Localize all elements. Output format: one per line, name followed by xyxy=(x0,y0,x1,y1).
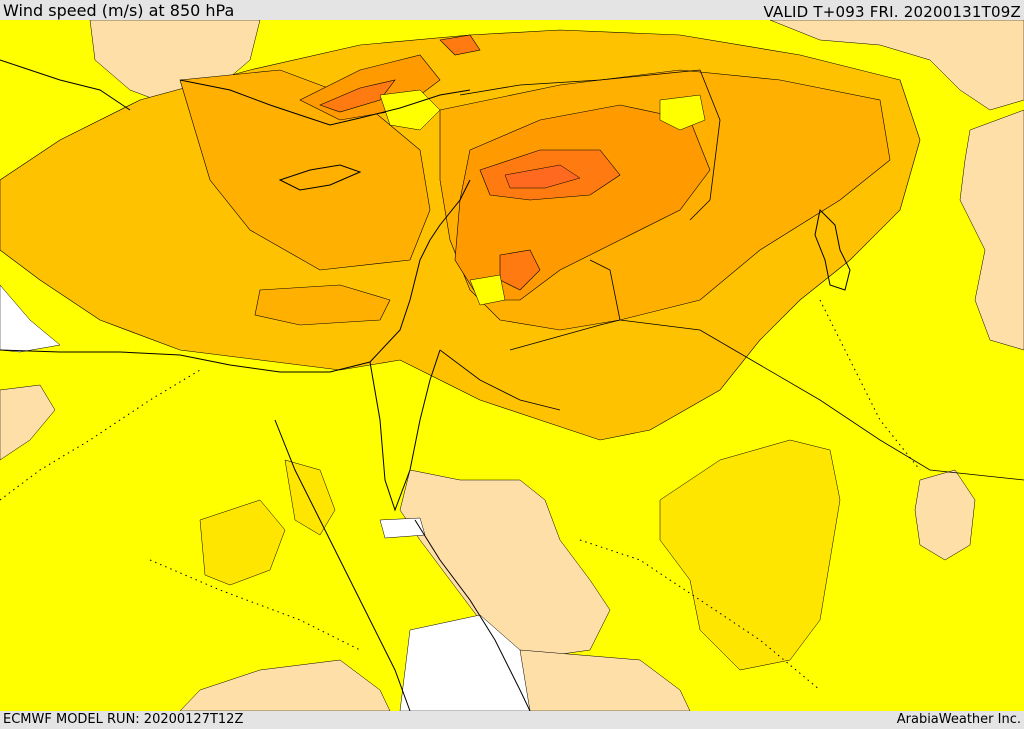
level-7-center xyxy=(504,164,581,189)
tan-area-east xyxy=(959,109,1024,351)
wind-speed-map xyxy=(0,20,1024,711)
calm-red-sea xyxy=(399,614,531,711)
level-5-center xyxy=(454,104,711,301)
borders xyxy=(439,69,1024,481)
model-run: ECMWF MODEL RUN: 20200127T12Z xyxy=(3,712,244,727)
border-east-1 xyxy=(619,319,1024,481)
level-2-southeast xyxy=(659,439,841,671)
tan-area-northeast xyxy=(769,20,1024,111)
tan-area-southwest xyxy=(179,659,391,711)
coast-sinai xyxy=(369,349,441,512)
border-jordan xyxy=(439,349,561,411)
border-central xyxy=(589,259,621,321)
coast-caspian xyxy=(814,208,851,291)
level-4-southwest-tongue xyxy=(254,284,391,326)
level-4-west xyxy=(179,69,431,271)
calm-west xyxy=(0,284,61,353)
coast-aegean xyxy=(0,59,131,111)
dotted-egypt-libya xyxy=(0,369,201,501)
level-2-egypt xyxy=(199,499,286,586)
map-title: Wind speed (m/s) at 850 hPa xyxy=(3,1,235,20)
header-bar: Wind speed (m/s) at 850 hPa VALID T+093 … xyxy=(0,0,1024,21)
pocket-3 xyxy=(469,274,506,306)
valid-time: VALID T+093 FRI. 20200131T09Z xyxy=(763,3,1021,21)
level-2-gulf-suez xyxy=(284,459,336,536)
coastlines xyxy=(0,59,851,711)
dotted-borders xyxy=(0,299,921,691)
coast-red-sea-east xyxy=(414,519,531,711)
dotted-iraq xyxy=(819,299,921,471)
calm-gulf xyxy=(379,517,426,539)
level-2-areas xyxy=(199,439,841,671)
border-east-2 xyxy=(509,319,621,351)
coast-red-sea-west xyxy=(274,419,411,711)
border-north xyxy=(459,69,721,221)
level-6-far-north xyxy=(439,34,481,56)
tan-area-west-patch xyxy=(0,384,56,461)
level-6-north xyxy=(319,79,396,113)
coast-turkey xyxy=(179,79,471,126)
coast-cyprus xyxy=(278,164,362,191)
tan-area-east-patch xyxy=(914,469,976,561)
footer-bar: ECMWF MODEL RUN: 20200127T12Z ArabiaWeat… xyxy=(0,711,1024,729)
pocket-1 xyxy=(659,94,706,131)
level-7-areas xyxy=(504,164,581,189)
calm-pockets xyxy=(379,89,706,306)
tan-area-sinai-arabia xyxy=(399,469,611,661)
credit: ArabiaWeather Inc. xyxy=(896,712,1021,727)
